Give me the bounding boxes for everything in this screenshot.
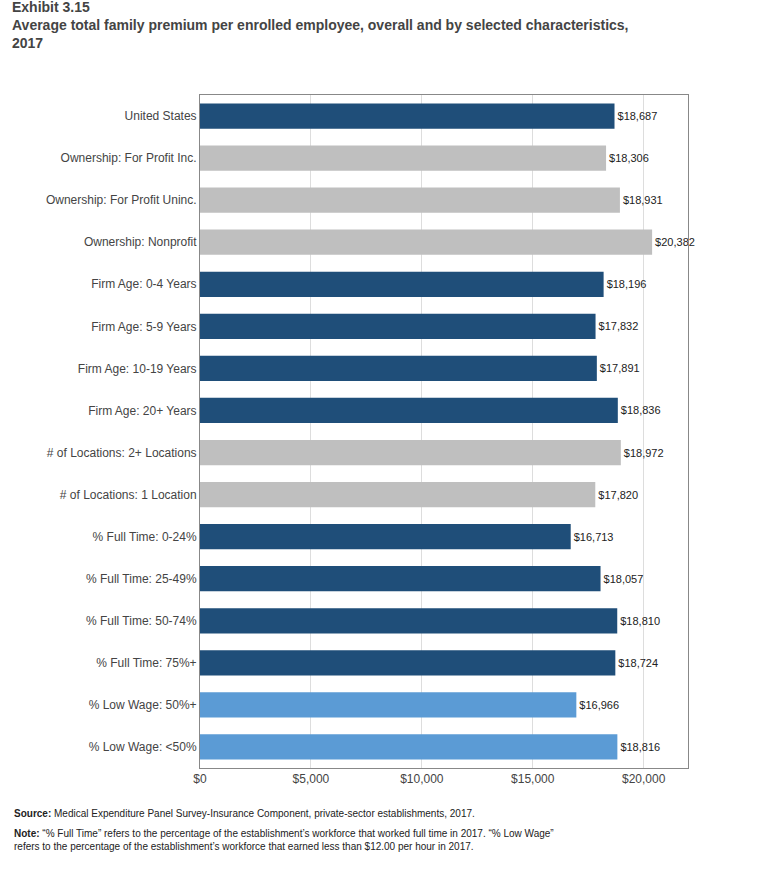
- svg-text:Firm Age: 0-4 Years: Firm Age: 0-4 Years: [91, 277, 196, 291]
- svg-text:$15,000: $15,000: [511, 772, 555, 786]
- svg-text:$18,306: $18,306: [609, 152, 649, 164]
- svg-text:$10,000: $10,000: [400, 772, 444, 786]
- svg-text:Note: “% Full Time” refers to: Note: “% Full Time” refers to the percen…: [14, 828, 554, 852]
- svg-text:$18,057: $18,057: [604, 573, 644, 585]
- svg-text:$0: $0: [193, 772, 207, 786]
- svg-text:$18,687: $18,687: [618, 110, 658, 122]
- svg-text:% Full Time: 50-74%: % Full Time: 50-74%: [86, 614, 197, 628]
- svg-text:$20,000: $20,000: [622, 772, 666, 786]
- svg-text:$17,891: $17,891: [600, 362, 640, 374]
- svg-text:Exhibit 3.15Average total fami: Exhibit 3.15Average total family premium…: [12, 0, 629, 51]
- svg-text:$17,832: $17,832: [599, 320, 639, 332]
- svg-text:$20,382: $20,382: [655, 236, 695, 248]
- svg-text:% Full Time: 75%+: % Full Time: 75%+: [96, 656, 196, 670]
- svg-text:$18,724: $18,724: [618, 657, 658, 669]
- svg-text:Ownership: For Profit Uninc.: Ownership: For Profit Uninc.: [46, 193, 197, 207]
- svg-text:% Low Wage: 50%+: % Low Wage: 50%+: [89, 698, 197, 712]
- svg-text:$18,810: $18,810: [620, 615, 660, 627]
- svg-text:$18,931: $18,931: [623, 194, 663, 206]
- svg-text:Ownership: Nonprofit: Ownership: Nonprofit: [84, 235, 197, 249]
- svg-text:$18,836: $18,836: [621, 404, 661, 416]
- svg-text:Firm Age: 5-9 Years: Firm Age: 5-9 Years: [91, 320, 196, 334]
- svg-text:$18,972: $18,972: [624, 447, 664, 459]
- svg-text:% Low Wage: <50%: % Low Wage: <50%: [89, 740, 197, 754]
- svg-text:United States: United States: [125, 109, 197, 123]
- svg-text:# of Locations: 2+ Locations: # of Locations: 2+ Locations: [47, 446, 197, 460]
- svg-text:$16,713: $16,713: [574, 531, 614, 543]
- svg-text:% Full Time: 0-24%: % Full Time: 0-24%: [93, 530, 197, 544]
- svg-text:# of Locations: 1 Location: # of Locations: 1 Location: [60, 488, 197, 502]
- svg-text:Source: Medical Expenditure Pa: Source: Medical Expenditure Panel Survey…: [14, 808, 475, 819]
- svg-text:Firm Age: 10-19 Years: Firm Age: 10-19 Years: [78, 362, 197, 376]
- svg-text:$17,820: $17,820: [598, 489, 638, 501]
- svg-text:$18,816: $18,816: [620, 741, 660, 753]
- svg-text:Firm Age: 20+ Years: Firm Age: 20+ Years: [88, 404, 196, 418]
- svg-text:$16,966: $16,966: [579, 699, 619, 711]
- svg-text:Ownership: For Profit Inc.: Ownership: For Profit Inc.: [61, 151, 197, 165]
- svg-text:% Full Time: 25-49%: % Full Time: 25-49%: [86, 572, 197, 586]
- svg-text:$18,196: $18,196: [607, 278, 647, 290]
- svg-text:$5,000: $5,000: [293, 772, 330, 786]
